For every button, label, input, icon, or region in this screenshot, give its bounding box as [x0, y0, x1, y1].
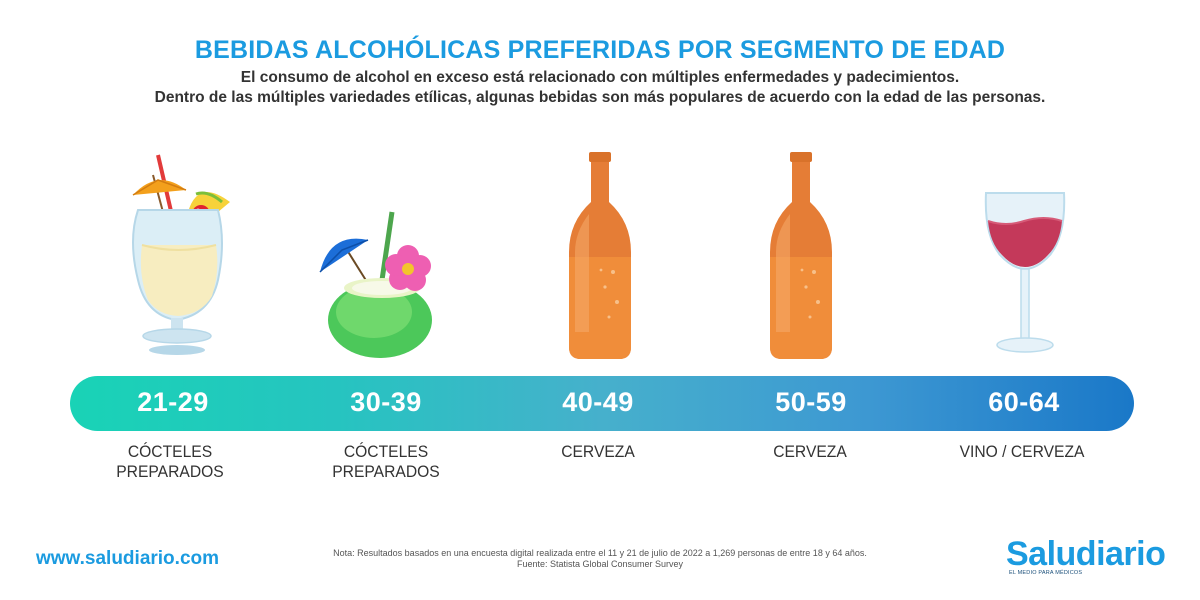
age-label-60-64: 60-64 [988, 387, 1060, 417]
wine-glass-icon [984, 192, 1066, 353]
beer-bottle-icon [770, 152, 832, 359]
subtitle-line-1: El consumo de alcohol en exceso está rel… [240, 69, 960, 86]
subtitle-line-2: Dentro de las múltiples variedades etíli… [154, 89, 1046, 106]
coconut-cocktail-icon [319, 211, 432, 358]
drink-label-60-64: VINO / CERVEZA [959, 442, 1085, 461]
source-note: Fuente: Statista Global Consumer Survey [516, 559, 684, 569]
logo-tagline: EL MEDIO PARA MÉDICOS [1009, 570, 1083, 576]
footnote: Nota: Resultados basados en una encuesta… [333, 548, 867, 558]
drink-label-30-39: CÓCTELES PREPARADOS [332, 442, 440, 481]
age-label-30-39: 30-39 [350, 387, 422, 417]
website-link[interactable]: www.saludiario.com [36, 548, 220, 569]
saludiario-logo: Saludiario [1006, 535, 1166, 573]
age-segment-bar [70, 376, 1134, 431]
age-label-21-29: 21-29 [137, 387, 209, 417]
beer-bottle-icon [569, 152, 631, 359]
drink-label-21-29: CÓCTELES PREPARADOS [116, 442, 224, 481]
drink-label-50-59: CERVEZA [773, 442, 847, 461]
pina-colada-cocktail-icon [132, 154, 230, 355]
age-label-40-49: 40-49 [562, 387, 634, 417]
page-title: BEBIDAS ALCOHÓLICAS PREFERIDAS POR SEGME… [194, 36, 1006, 64]
drink-label-40-49: CERVEZA [561, 442, 635, 461]
age-label-50-59: 50-59 [775, 387, 847, 417]
